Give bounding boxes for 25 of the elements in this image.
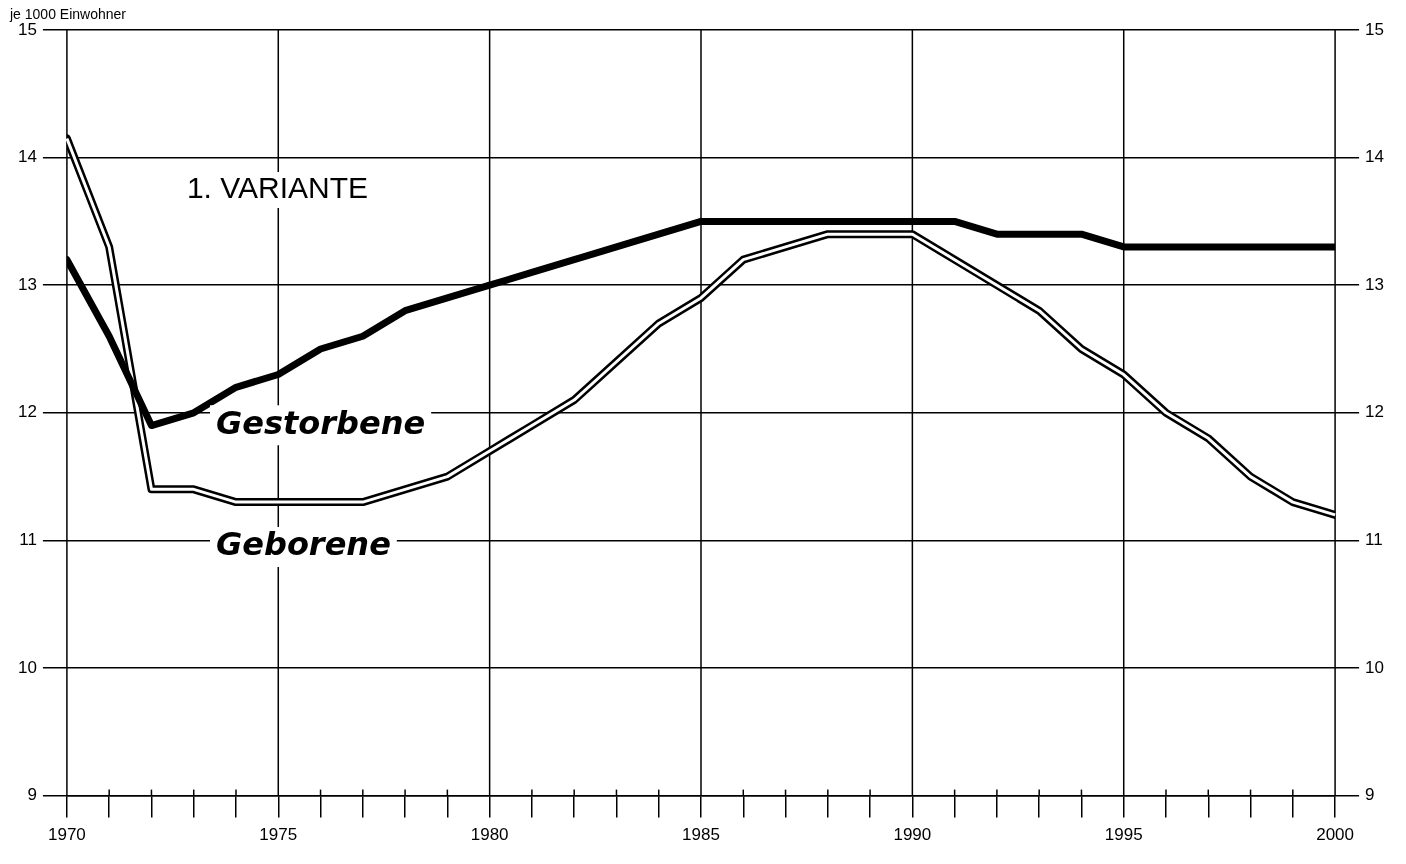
x-tick-label: 1985	[682, 825, 720, 845]
y2-tick-label: 14	[1365, 147, 1385, 167]
y-tick-label: 14	[17, 147, 37, 167]
x-tick-label: 1970	[48, 825, 86, 845]
series-label: Gestorbene	[216, 403, 426, 442]
y-tick-label: 10	[17, 657, 37, 677]
series-label: Geborene	[216, 525, 391, 564]
y-tick-label: 12	[17, 402, 37, 422]
y2-tick-label: 12	[1365, 402, 1385, 422]
y2-tick-label: 15	[1365, 19, 1385, 39]
y2-tick-label: 10	[1365, 657, 1385, 677]
annotation: 1. VARIANTE	[186, 171, 369, 205]
y-tick-label: 9	[27, 785, 37, 805]
y2-tick-label: 13	[1365, 274, 1385, 294]
y-axis-title: je 1000 Einwohner	[9, 5, 127, 22]
x-tick-label: 1975	[259, 825, 298, 845]
x-tick-label: 1980	[470, 825, 509, 845]
y-tick-label: 11	[19, 530, 37, 550]
x-tick-label: 1995	[1104, 825, 1143, 845]
y-tick-label: 15	[17, 19, 37, 39]
y2-tick-label: 9	[1365, 785, 1375, 805]
x-tick-label: 1990	[893, 825, 932, 845]
x-tick-label: 2000	[1316, 825, 1354, 845]
y-tick-label: 13	[17, 274, 37, 294]
y2-tick-label: 11	[1365, 530, 1383, 550]
